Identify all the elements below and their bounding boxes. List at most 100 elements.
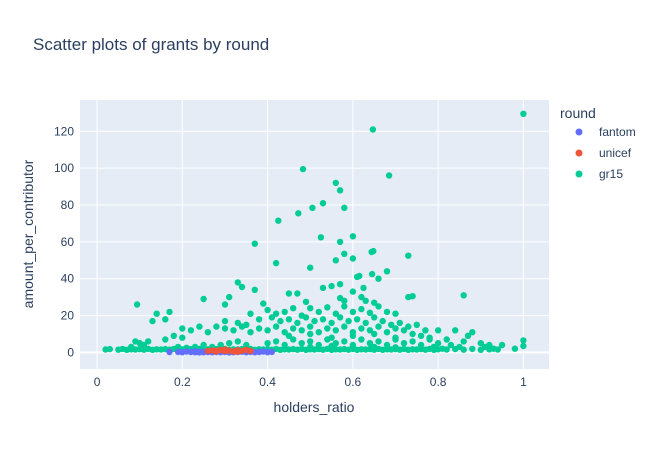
data-point-gr15[interactable] [307,338,314,345]
data-point-gr15[interactable] [439,345,446,352]
data-point-gr15[interactable] [341,204,348,211]
legend-item-gr15[interactable]: gr15 [575,167,624,181]
data-point-gr15[interactable] [375,303,382,310]
data-point-gr15[interactable] [477,346,484,353]
data-point-gr15[interactable] [464,332,472,339]
data-point-gr15[interactable] [290,325,297,332]
data-point-gr15[interactable] [140,341,148,349]
data-point-gr15[interactable] [294,290,301,297]
data-point-gr15[interactable] [383,341,391,349]
data-point-gr15[interactable] [221,317,229,325]
data-point-gr15[interactable] [191,343,199,351]
data-point-gr15[interactable] [332,310,339,317]
data-point-gr15[interactable] [349,255,357,262]
data-point-gr15[interactable] [307,343,314,351]
data-point-gr15[interactable] [405,252,412,259]
data-point-gr15[interactable] [128,343,135,351]
data-point-unicef[interactable] [221,346,229,353]
data-point-fantom[interactable] [268,348,276,356]
data-point-gr15[interactable] [315,341,322,349]
data-point-gr15[interactable] [275,217,282,224]
data-point-gr15[interactable] [477,340,484,347]
data-point-gr15[interactable] [434,327,442,334]
data-point-gr15[interactable] [375,338,382,345]
data-point-gr15[interactable] [456,343,463,351]
data-point-gr15[interactable] [332,257,339,264]
data-point-gr15[interactable] [371,343,378,351]
data-point-gr15[interactable] [302,298,310,305]
data-point-gr15[interactable] [336,238,344,246]
data-point-gr15[interactable] [341,338,348,345]
data-point-gr15[interactable] [290,305,297,312]
data-point-gr15[interactable] [379,317,386,325]
data-point-gr15[interactable] [133,301,141,308]
data-point-gr15[interactable] [285,290,293,297]
data-point-gr15[interactable] [162,316,169,323]
data-point-gr15[interactable] [247,310,254,317]
data-point-unicef[interactable] [234,348,241,355]
data-point-gr15[interactable] [281,308,288,316]
data-point-gr15[interactable] [341,303,348,310]
data-point-gr15[interactable] [400,340,408,347]
data-point-gr15[interactable] [307,330,314,338]
data-point-gr15[interactable] [264,327,271,334]
data-point-gr15[interactable] [311,317,318,325]
data-point-gr15[interactable] [217,341,224,349]
data-point-gr15[interactable] [366,340,374,347]
data-point-gr15[interactable] [234,319,241,327]
plot-area[interactable] [80,100,549,369]
data-point-gr15[interactable] [307,305,314,312]
data-point-gr15[interactable] [383,308,391,316]
data-point-gr15[interactable] [230,327,237,334]
data-point-gr15[interactable] [221,325,229,332]
data-point-gr15[interactable] [383,329,391,336]
data-point-gr15[interactable] [520,337,527,344]
data-point-gr15[interactable] [328,319,335,327]
data-point-gr15[interactable] [349,344,357,351]
data-point-gr15[interactable] [264,306,271,314]
data-point-gr15[interactable] [426,336,433,343]
data-point-gr15[interactable] [328,334,335,341]
data-point-gr15[interactable] [369,126,377,133]
data-point-gr15[interactable] [226,340,233,347]
data-point-gr15[interactable] [324,325,331,332]
data-point-gr15[interactable] [145,338,152,345]
data-point-gr15[interactable] [358,336,365,343]
data-point-gr15[interactable] [358,293,365,301]
data-point-gr15[interactable] [264,340,271,347]
data-point-gr15[interactable] [486,346,493,353]
data-point-gr15[interactable] [358,305,365,313]
data-point-gr15[interactable] [447,341,455,349]
data-point-gr15[interactable] [187,327,195,334]
data-point-gr15[interactable] [298,327,305,334]
data-point-gr15[interactable] [290,336,297,343]
data-point-gr15[interactable] [358,325,365,332]
data-point-gr15[interactable] [388,321,395,328]
data-point-gr15[interactable] [371,299,378,306]
data-point-gr15[interactable] [366,309,374,316]
data-point-gr15[interactable] [405,323,412,330]
data-point-gr15[interactable] [396,319,403,327]
data-point-gr15[interactable] [315,329,322,336]
data-point-gr15[interactable] [469,345,476,353]
data-point-gr15[interactable] [295,210,302,217]
data-point-gr15[interactable] [460,338,467,345]
data-point-gr15[interactable] [251,240,258,247]
data-point-gr15[interactable] [392,310,399,317]
data-point-gr15[interactable] [392,325,399,332]
data-point-gr15[interactable] [332,179,339,187]
data-point-fantom[interactable] [166,348,173,356]
data-point-gr15[interactable] [307,323,314,330]
data-point-gr15[interactable] [200,295,207,303]
data-point-gr15[interactable] [272,310,280,317]
data-point-gr15[interactable] [255,325,263,332]
data-point-gr15[interactable] [417,332,425,339]
data-point-gr15[interactable] [234,279,241,286]
data-point-gr15[interactable] [341,297,348,304]
data-point-gr15[interactable] [272,323,280,330]
data-point-gr15[interactable] [368,270,376,278]
data-point-gr15[interactable] [204,329,212,336]
data-point-gr15[interactable] [238,323,246,330]
data-point-gr15[interactable] [494,346,501,353]
data-point-gr15[interactable] [149,317,156,325]
